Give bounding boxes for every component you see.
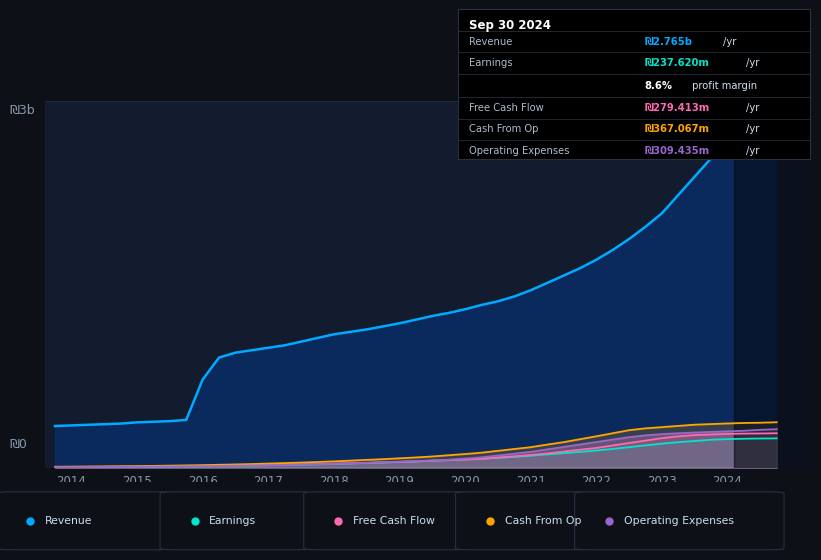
FancyBboxPatch shape — [160, 492, 312, 550]
FancyBboxPatch shape — [575, 492, 784, 550]
Text: Cash From Op: Cash From Op — [505, 516, 581, 526]
Text: /yr: /yr — [745, 58, 759, 68]
FancyBboxPatch shape — [0, 492, 172, 550]
Text: /yr: /yr — [745, 124, 759, 134]
Text: Earnings: Earnings — [209, 516, 256, 526]
Text: Revenue: Revenue — [45, 516, 93, 526]
Text: profit margin: profit margin — [690, 81, 758, 91]
Text: /yr: /yr — [745, 102, 759, 113]
Text: Revenue: Revenue — [469, 36, 512, 46]
Text: ₪3b: ₪3b — [10, 104, 35, 116]
Text: Free Cash Flow: Free Cash Flow — [469, 102, 544, 113]
Text: ₪2.765b: ₪2.765b — [644, 36, 692, 46]
Text: ₪0: ₪0 — [10, 438, 28, 451]
Text: Cash From Op: Cash From Op — [469, 124, 538, 134]
Text: Sep 30 2024: Sep 30 2024 — [469, 18, 551, 32]
FancyBboxPatch shape — [304, 492, 468, 550]
Text: ₪237.620m: ₪237.620m — [644, 58, 709, 68]
Text: ₪309.435m: ₪309.435m — [644, 146, 709, 156]
Text: Free Cash Flow: Free Cash Flow — [353, 516, 435, 526]
Text: 8.6%: 8.6% — [644, 81, 672, 91]
FancyBboxPatch shape — [456, 492, 591, 550]
Text: Operating Expenses: Operating Expenses — [624, 516, 734, 526]
Text: /yr: /yr — [745, 146, 759, 156]
Text: ₪279.413m: ₪279.413m — [644, 102, 709, 113]
Text: ₪367.067m: ₪367.067m — [644, 124, 709, 134]
Text: Earnings: Earnings — [469, 58, 512, 68]
Text: Operating Expenses: Operating Expenses — [469, 146, 569, 156]
Bar — [734, 101, 821, 468]
Text: /yr: /yr — [723, 36, 736, 46]
